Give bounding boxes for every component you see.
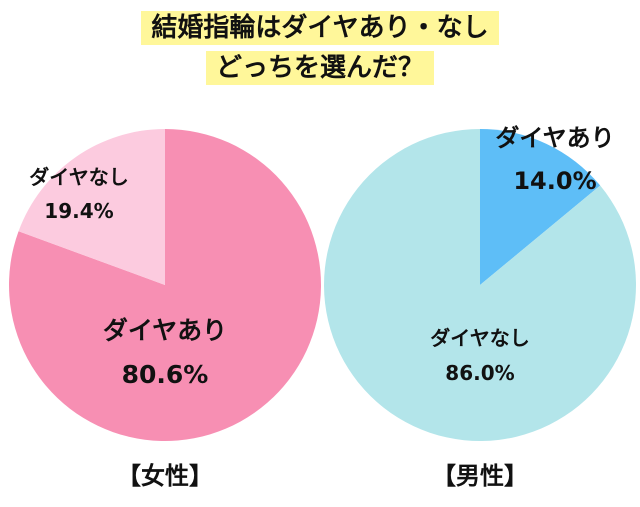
male-label-diamond-yes: ダイヤあり: [495, 124, 614, 152]
chart-title: 結婚指輪はダイヤあり・なし どっちを選んだ？: [118, 8, 522, 88]
male-slice-diamond-no: [324, 129, 637, 441]
male-pie: ダイヤあり 14.0% ダイヤなし 86.0%: [324, 124, 637, 441]
female-label-diamond-yes: ダイヤあり: [103, 316, 227, 345]
female-value-diamond-yes: 80.6%: [122, 360, 209, 389]
male-value-diamond-no: 86.0%: [445, 361, 514, 385]
female-caption: 【女性】: [117, 462, 213, 490]
female-pie: ダイヤあり 80.6% ダイヤなし 19.4%: [9, 129, 322, 441]
male-slice-diamond-yes: [480, 129, 601, 285]
title-line-1: 結婚指輪はダイヤあり・なし: [141, 11, 499, 45]
female-value-diamond-no: 19.4%: [44, 199, 113, 223]
female-slice-diamond-yes: [9, 129, 322, 441]
male-value-diamond-yes: 14.0%: [513, 167, 596, 195]
female-slice-diamond-no: [18, 129, 166, 285]
female-label-diamond-no: ダイヤなし: [29, 165, 128, 189]
male-label-diamond-no: ダイヤなし: [430, 326, 529, 350]
male-caption: 【男性】: [432, 462, 528, 490]
title-line-2: どっちを選んだ？: [205, 51, 434, 85]
